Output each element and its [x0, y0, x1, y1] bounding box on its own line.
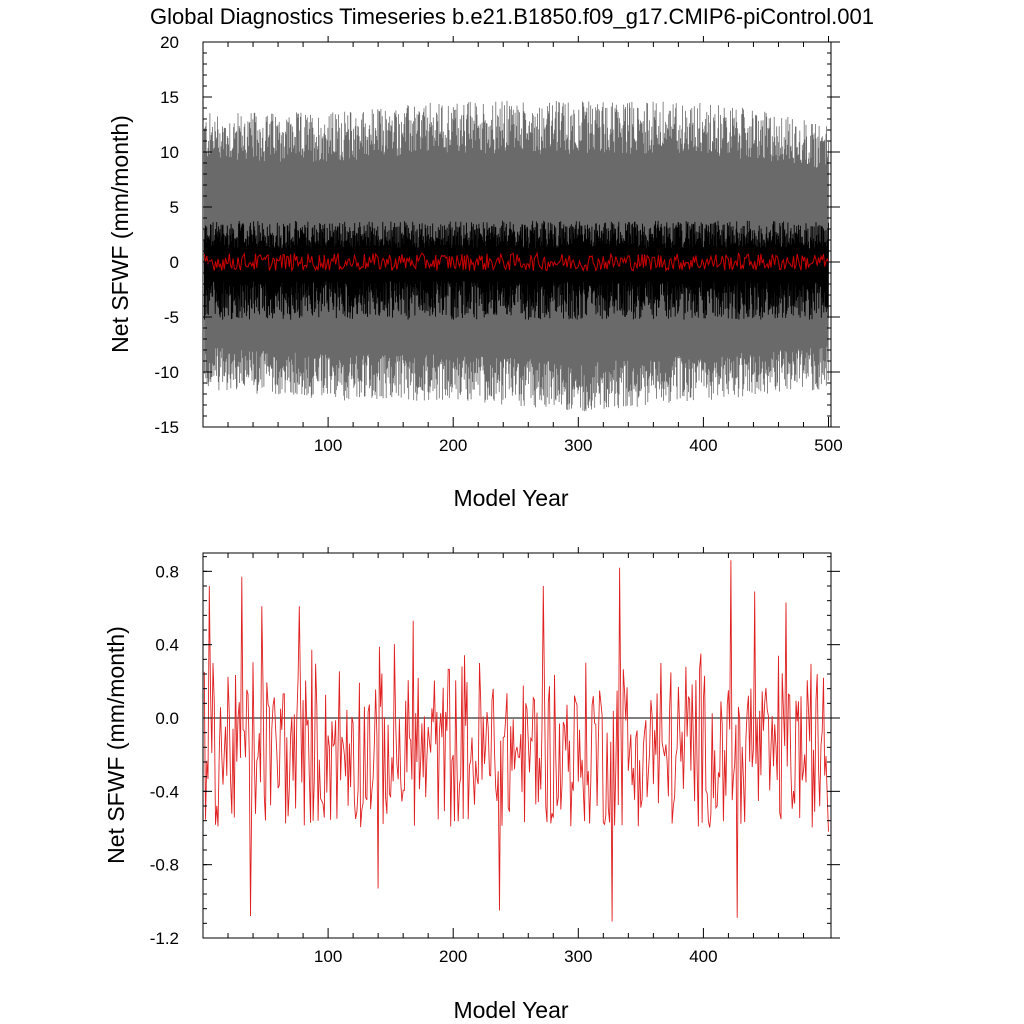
bottom-chart: 100 200 300 400 0.8 0.4 0.0 -0.4 -0.8 -1.2 Model …	[103, 547, 840, 1023]
top-plot-frame	[202, 41, 832, 428]
y-tick-label: -0.8	[150, 856, 179, 875]
top-x-axis-label: Model Year	[453, 485, 568, 511]
x-tick-label: 300	[564, 436, 592, 455]
x-tick-label: 100	[314, 436, 342, 455]
x-tick-label: 100	[314, 947, 342, 966]
bottom-series-group	[203, 560, 831, 922]
y-tick-label: 15	[160, 88, 179, 107]
y-tick-label: 0.8	[155, 562, 179, 581]
y-tick-label: 0.0	[155, 709, 179, 728]
x-tick-label: 400	[689, 947, 717, 966]
y-tick-label: 0	[170, 253, 179, 272]
y-tick-label: 5	[170, 198, 179, 217]
x-tick-label: 400	[689, 436, 717, 455]
y-tick-label: -0.4	[150, 782, 179, 801]
bottom-y-axis-label: Net SFWF (mm/month)	[103, 626, 129, 864]
x-tick-label: 300	[564, 947, 592, 966]
top-chart: Global Diagnostics Timeseries b.e21.B185…	[107, 4, 874, 511]
x-tick-label: 200	[439, 436, 467, 455]
bottom-tick-group: 100 200 300 400 0.8 0.4 0.0 -0.4 -0.8 -1.2	[150, 547, 840, 966]
y-tick-label: -10	[154, 363, 179, 382]
chart-title: Global Diagnostics Timeseries b.e21.B185…	[150, 4, 874, 29]
y-tick-label: 0.4	[155, 636, 179, 655]
annual-mean-line	[203, 560, 829, 922]
top-tick-group: 100 200 300 400 500 20 15 10 5 0 -5 -10 -15	[154, 33, 842, 455]
y-tick-label: -5	[164, 308, 179, 327]
y-tick-label: -1.2	[150, 929, 179, 948]
bottom-x-axis-label: Model Year	[453, 997, 568, 1023]
y-tick-label: 20	[160, 33, 179, 52]
top-series-group	[203, 100, 829, 412]
x-tick-label: 200	[439, 947, 467, 966]
bottom-plot-frame	[202, 552, 832, 939]
annual-mean-line	[203, 251, 829, 273]
y-tick-label: -15	[154, 418, 179, 437]
x-tick-label: 500	[814, 436, 842, 455]
top-y-axis-label: Net SFWF (mm/month)	[107, 115, 133, 353]
y-tick-label: 10	[160, 143, 179, 162]
